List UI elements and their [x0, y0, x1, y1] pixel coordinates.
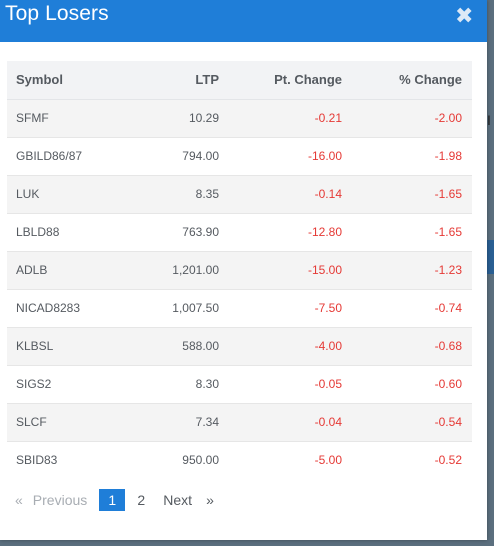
cell-pct-change: -0.68 [352, 326, 472, 365]
cell-ltp: 588.00 [137, 326, 229, 365]
table-header-row: Symbol LTP Pt. Change % Change [7, 61, 472, 100]
table-row: SBID83 950.00 -5.00 -0.52 [7, 440, 472, 479]
cell-ltp: 8.30 [137, 364, 229, 403]
modal-title: Top Losers [5, 2, 109, 25]
table-row: SIGS2 8.30 -0.05 -0.60 [7, 364, 472, 403]
pagination: « Previous 1 2 Next » [7, 489, 214, 511]
cell-pct-change: -1.65 [352, 174, 472, 213]
cell-symbol: SBID83 [7, 440, 137, 479]
close-icon[interactable]: ✖ [455, 3, 474, 28]
cell-symbol: LBLD88 [7, 212, 137, 251]
cell-pt-change: -0.04 [229, 402, 352, 441]
cell-pct-change: -1.98 [352, 136, 472, 175]
cell-pt-change: -12.80 [229, 212, 352, 251]
backdrop-element [487, 240, 494, 274]
cell-symbol: GBILD86/87 [7, 136, 137, 175]
cell-pt-change: -0.21 [229, 98, 352, 137]
cell-pt-change: -15.00 [229, 250, 352, 289]
table-row: GBILD86/87 794.00 -16.00 -1.98 [7, 136, 472, 175]
table-row: KLBSL 588.00 -4.00 -0.68 [7, 326, 472, 365]
losers-table-container: Symbol LTP Pt. Change % Change SFMF 10.2… [7, 61, 472, 479]
cell-pct-change: -0.52 [352, 440, 472, 479]
cell-symbol: SIGS2 [7, 364, 137, 403]
modal-header: Top Losers ✖ [0, 0, 487, 42]
cell-ltp: 950.00 [137, 440, 229, 479]
top-losers-modal: Top Losers ✖ Symbol LTP Pt. Change % Cha… [0, 0, 487, 540]
page-1-link[interactable]: 1 [99, 489, 126, 511]
cell-symbol: NICAD8283 [7, 288, 137, 327]
cell-pt-change: -7.50 [229, 288, 352, 327]
column-header-pct-change[interactable]: % Change [352, 61, 472, 100]
cell-ltp: 7.34 [137, 402, 229, 441]
table-row: NICAD8283 1,007.50 -7.50 -0.74 [7, 288, 472, 327]
cell-pct-change: -1.23 [352, 250, 472, 289]
cell-pt-change: -16.00 [229, 136, 352, 175]
table-row: LBLD88 763.90 -12.80 -1.65 [7, 212, 472, 251]
cell-symbol: SLCF [7, 402, 137, 441]
cell-ltp: 1,007.50 [137, 288, 229, 327]
losers-table: Symbol LTP Pt. Change % Change SFMF 10.2… [7, 61, 472, 479]
cell-ltp: 763.90 [137, 212, 229, 251]
cell-pt-change: -4.00 [229, 326, 352, 365]
cell-pct-change: -0.74 [352, 288, 472, 327]
next-arrow-icon[interactable]: » [206, 492, 214, 508]
cell-pct-change: -1.65 [352, 212, 472, 251]
column-header-symbol[interactable]: Symbol [7, 61, 137, 100]
cell-pt-change: -0.14 [229, 174, 352, 213]
table-row: ADLB 1,201.00 -15.00 -1.23 [7, 250, 472, 289]
column-header-pt-change[interactable]: Pt. Change [229, 61, 352, 100]
cell-pt-change: -0.05 [229, 364, 352, 403]
cell-pt-change: -5.00 [229, 440, 352, 479]
previous-page-link: Previous [32, 492, 88, 508]
cell-pct-change: -0.54 [352, 402, 472, 441]
next-page-link[interactable]: Next [163, 492, 193, 508]
cell-symbol: SFMF [7, 98, 137, 137]
table-row: LUK 8.35 -0.14 -1.65 [7, 174, 472, 213]
table-row: SLCF 7.34 -0.04 -0.54 [7, 402, 472, 441]
table-row: SFMF 10.29 -0.21 -2.00 [7, 98, 472, 137]
backdrop-glyph: I [487, 112, 491, 128]
previous-arrow-icon: « [15, 492, 23, 508]
cell-pct-change: -0.60 [352, 364, 472, 403]
cell-pct-change: -2.00 [352, 98, 472, 137]
column-header-ltp[interactable]: LTP [137, 61, 229, 100]
cell-symbol: LUK [7, 174, 137, 213]
cell-symbol: ADLB [7, 250, 137, 289]
cell-ltp: 1,201.00 [137, 250, 229, 289]
page-2-link[interactable]: 2 [137, 492, 146, 508]
cell-symbol: KLBSL [7, 326, 137, 365]
cell-ltp: 794.00 [137, 136, 229, 175]
cell-ltp: 8.35 [137, 174, 229, 213]
cell-ltp: 10.29 [137, 98, 229, 137]
